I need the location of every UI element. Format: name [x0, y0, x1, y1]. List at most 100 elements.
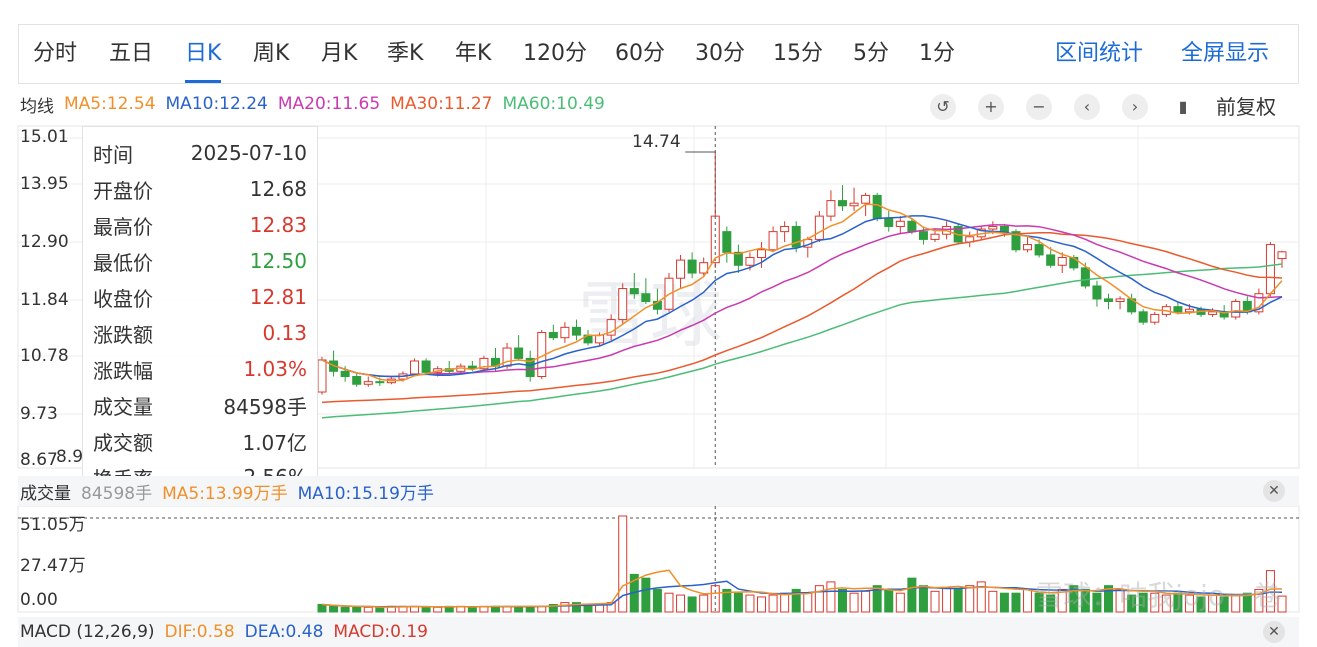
- tab-15min[interactable]: 15分: [773, 41, 823, 66]
- tab-season-k[interactable]: 季K: [387, 41, 424, 66]
- candle-body: [988, 225, 998, 230]
- volume-bar: [641, 577, 651, 613]
- candle-body: [1231, 300, 1241, 318]
- candle-body: [849, 202, 859, 207]
- close-volume-icon[interactable]: ✕: [1263, 480, 1285, 502]
- candle-body: [560, 326, 570, 339]
- tab-month-k[interactable]: 月K: [321, 41, 358, 66]
- tooltip-row-volume: 成交量 84598手: [93, 394, 307, 419]
- volume-bar: [1242, 592, 1252, 613]
- volume-bar: [1069, 585, 1079, 613]
- candle-body: [1057, 257, 1067, 266]
- tab-30min[interactable]: 30分: [695, 41, 745, 66]
- volume-bar: [699, 594, 709, 613]
- tooltip-row-close: 收盘价 12.81: [93, 285, 307, 311]
- tab-1min[interactable]: 1分: [919, 41, 955, 66]
- volume-bar: [676, 594, 686, 613]
- candle-body: [1011, 231, 1021, 251]
- tab-day-k[interactable]: 日K: [185, 25, 222, 85]
- volume-bar: [1138, 592, 1148, 613]
- max-price-marker: 14.74: [632, 132, 681, 152]
- candle-body: [652, 300, 662, 310]
- volume-bar: [571, 602, 581, 613]
- volume-bar: [340, 606, 350, 613]
- candle-body: [895, 220, 905, 227]
- candle-body: [791, 225, 801, 248]
- next-icon[interactable]: ›: [1122, 94, 1148, 120]
- volume-bar: [953, 588, 963, 613]
- volume-bar: [652, 588, 662, 613]
- zoom-out-icon[interactable]: −: [1026, 94, 1052, 120]
- price-tick: 15.01: [20, 127, 69, 147]
- volume-bar: [884, 588, 894, 613]
- ma10-value: MA10:12.24: [165, 94, 268, 114]
- undo-icon[interactable]: ↺: [930, 94, 956, 120]
- volume-bar: [780, 592, 790, 613]
- candle-body: [352, 375, 362, 385]
- macd-dif: DIF:0.58: [164, 622, 235, 642]
- volume-bar: [965, 585, 975, 613]
- volume-bar: [826, 581, 836, 613]
- price-tick-overlap: 8.9: [56, 447, 84, 467]
- candle-body: [629, 288, 639, 295]
- volume-bar: [907, 577, 917, 613]
- prev-icon[interactable]: ‹: [1074, 94, 1100, 120]
- volume-bar: [733, 592, 743, 613]
- candle-body: [340, 370, 350, 377]
- tab-year-k[interactable]: 年K: [455, 41, 492, 66]
- volume-bar: [1023, 588, 1033, 613]
- fullscreen-link[interactable]: 全屏显示: [1181, 41, 1270, 66]
- volume-tick: 27.47万: [20, 556, 86, 576]
- volume-bar: [317, 603, 327, 613]
- volume-bar: [467, 606, 477, 613]
- volume-bar: [1011, 592, 1021, 613]
- tab-week-k[interactable]: 周K: [253, 41, 290, 66]
- candle-body: [421, 360, 431, 373]
- volume-bar: [1080, 588, 1090, 613]
- volume-legend: 成交量 84598手 MA5:13.99万手 MA10:15.19万手 ✕: [18, 476, 1299, 506]
- volume-bar: [421, 606, 431, 613]
- candle-body: [837, 200, 847, 207]
- candle-body: [375, 381, 385, 384]
- tab-five-day[interactable]: 五日: [109, 41, 154, 66]
- interval-stats-link[interactable]: 区间统计: [1055, 41, 1144, 66]
- candle-body: [1138, 311, 1148, 323]
- volume-bar: [1219, 596, 1229, 613]
- candle-body: [1208, 311, 1218, 315]
- ma-legend: 均线 MA5:12.54 MA10:12.24 MA20:11.65 MA30:…: [20, 90, 615, 118]
- tab-fenshi[interactable]: 分时: [33, 41, 78, 66]
- ma20-line: [321, 224, 1283, 378]
- candle-body: [410, 360, 420, 375]
- candle-body: [745, 257, 755, 266]
- volume-bar: [618, 515, 628, 613]
- tab-60min[interactable]: 60分: [615, 41, 665, 66]
- volume-bar: [560, 602, 570, 613]
- candle-body: [1277, 251, 1287, 260]
- period-tab-bar: 分时 五日 日K 周K 月K 季K 年K 120分 60分 30分 15分 5分…: [18, 24, 1299, 84]
- tab-120min[interactable]: 120分: [523, 41, 587, 66]
- candle-body: [1034, 244, 1044, 256]
- tab-5min[interactable]: 5分: [853, 41, 889, 66]
- volume-bar: [1196, 596, 1206, 613]
- candle-body: [699, 262, 709, 274]
- candle-icon[interactable]: ▮: [1178, 97, 1188, 116]
- price-adjust-selector[interactable]: 前复权: [1216, 95, 1276, 119]
- candle-body: [676, 259, 686, 279]
- candle-body: [1265, 244, 1275, 295]
- zoom-in-icon[interactable]: +: [978, 94, 1004, 120]
- candle-body: [687, 259, 697, 274]
- candle-body: [861, 194, 871, 204]
- ma20-value: MA20:11.65: [277, 94, 381, 114]
- candle-body: [479, 357, 489, 370]
- candle-body: [757, 249, 767, 259]
- volume-bar: [1046, 594, 1056, 613]
- volume-bar: [1057, 588, 1067, 613]
- candle-body: [780, 225, 790, 233]
- ma-legend-label: 均线: [20, 96, 54, 117]
- close-macd-icon[interactable]: ✕: [1263, 621, 1285, 643]
- tooltip-row-open: 开盘价 12.68: [93, 177, 307, 203]
- volume-tick: 0.00: [20, 590, 58, 610]
- volume-ma5-line: [321, 569, 1283, 608]
- candle-body: [1104, 298, 1114, 302]
